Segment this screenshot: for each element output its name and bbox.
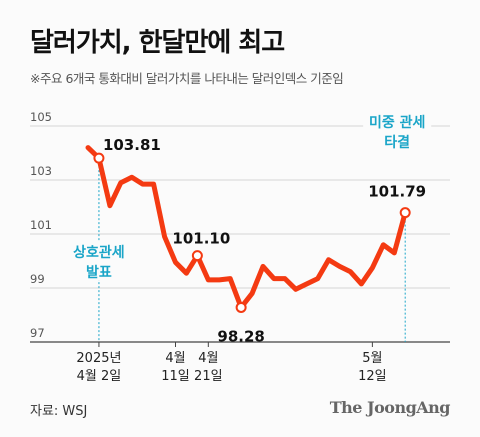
x-tick-label: 4월 (165, 351, 185, 366)
annotation-backdrop-0 (64, 242, 133, 280)
data-label: 101.10 (172, 230, 230, 248)
point-marker-2 (235, 301, 247, 313)
point-marker-0 (93, 152, 105, 164)
series-line (85, 145, 408, 310)
annotation-label: 미중 관세 (369, 114, 425, 131)
y-tick-label: 101 (30, 218, 52, 232)
x-tick-label: 4월 (198, 351, 218, 366)
annotation-backdrop-1 (363, 112, 432, 150)
brand-logo: The JoongAng (329, 398, 451, 417)
x-tick-label: 5월 (362, 351, 382, 366)
y-tick-label: 105 (30, 110, 52, 124)
x-tick-label: 2025년 (76, 351, 121, 366)
data-label: 98.28 (217, 327, 264, 345)
annotation-label: 타결 (384, 134, 410, 151)
source-note: 자료: WSJ (30, 404, 88, 419)
y-tick-label: 99 (30, 272, 45, 286)
data-label: 101.79 (368, 183, 426, 201)
annotation-label: 상호관세 (73, 244, 125, 261)
x-tick-label: 12일 (358, 369, 387, 384)
chart-title: 달러가치, 한달만에 최고 (30, 28, 285, 58)
x-tick-label: 4월 2일 (77, 369, 122, 384)
x-tick-label: 21일 (194, 369, 223, 384)
y-tick-label: 103 (30, 164, 52, 178)
point-marker-1 (191, 250, 203, 262)
annotation-label: 발표 (86, 264, 112, 281)
data-label: 103.81 (103, 136, 161, 154)
x-tick-label: 11일 (161, 369, 190, 384)
point-marker-3 (399, 207, 411, 219)
chart-subtitle: ※주요 6개국 통화대비 달러가치를 나타내는 달러인덱스 기준임 (30, 71, 344, 86)
y-tick-label: 97 (30, 326, 45, 340)
